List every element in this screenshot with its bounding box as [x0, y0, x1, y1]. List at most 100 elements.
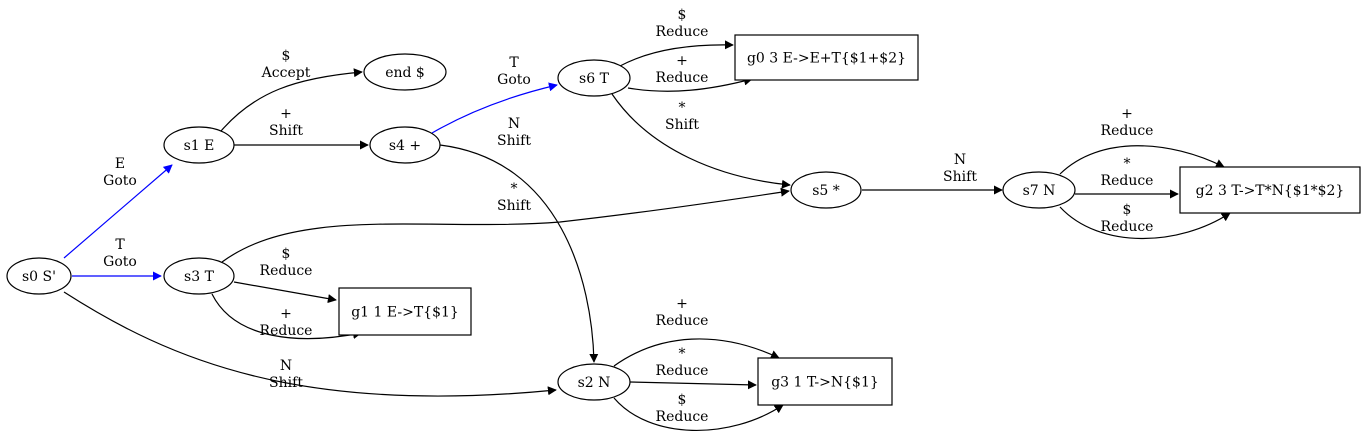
node-label: s2 N [578, 375, 611, 391]
edge-action-label: Reduce [656, 313, 709, 329]
edge-symbol-label: N [508, 116, 520, 132]
edges-layer: EGotoTGotoNShift$Accept+ShiftTGotoNShift… [63, 7, 1231, 432]
edge-action-label: Reduce [1101, 219, 1154, 235]
edge-symbol-label: + [280, 106, 292, 122]
node-s4: s4 + [369, 126, 441, 164]
state-ellipse [163, 257, 235, 295]
node-label: g2 3 T->T*N{$1*$2} [1196, 183, 1345, 199]
edge-action-label: Accept [261, 65, 311, 81]
node-label: end $ [385, 65, 425, 81]
edge-action-label: Reduce [260, 263, 313, 279]
edge-line [627, 76, 753, 92]
node-label: s0 S' [22, 269, 56, 285]
node-g3: g3 1 T->N{$1} [757, 357, 893, 406]
edge-symbol-label: $ [1123, 202, 1132, 218]
edge-symbol-label: N [954, 152, 966, 168]
edge-s6-g0-dollar: $Reduce [619, 7, 734, 67]
node-s7: s7 N [1002, 171, 1076, 209]
edge-action-label: Reduce [656, 363, 709, 379]
node-label: s3 T [184, 269, 215, 285]
state-ellipse [163, 126, 235, 164]
edge-line [629, 380, 757, 390]
edge-symbol-label: * [511, 181, 518, 197]
edge-line [1059, 206, 1231, 240]
edge-action-label: Goto [103, 173, 137, 189]
node-label: s6 T [579, 71, 610, 87]
edge-action-label: Shift [269, 375, 303, 391]
edge-symbol-label: * [1124, 156, 1131, 172]
edge-symbol-label: T [115, 237, 125, 253]
state-ellipse [557, 59, 631, 97]
node-s2: s2 N [557, 363, 631, 401]
state-ellipse [369, 126, 441, 164]
edge-line [613, 397, 784, 432]
edge-symbol-label: + [1121, 106, 1133, 122]
edge-line [233, 281, 337, 304]
node-s5: s5 * [790, 171, 862, 209]
nodes-layer: s0 S' s1 E s2 N s3 T s4 + s5 * s6 T s7 N end $ g0… [6, 34, 1361, 406]
edge-action-label: Reduce [260, 323, 313, 339]
edge-line [1059, 145, 1225, 175]
edge-s2-g3-dollar: $Reduce [613, 392, 784, 432]
edge-line [221, 187, 790, 263]
edge-action-label: Goto [497, 72, 531, 88]
edge-symbol-label: $ [282, 48, 291, 64]
node-s1: s1 E [163, 126, 235, 164]
node-s6: s6 T [557, 59, 631, 97]
edge-line [63, 291, 557, 397]
edge-line [211, 293, 362, 340]
edge-action-label: Shift [269, 123, 303, 139]
node-label: s7 N [1023, 183, 1056, 199]
state-ellipse [363, 53, 447, 91]
edge-symbol-label: * [679, 346, 686, 362]
edge-action-label: Shift [943, 169, 977, 185]
edge-s7-g2-star: *Reduce [1075, 156, 1179, 199]
edge-line [619, 40, 734, 67]
node-g2: g2 3 T->T*N{$1*$2} [1179, 166, 1361, 214]
node-label: g1 1 E->T{$1} [351, 305, 459, 321]
node-label: g3 1 T->N{$1} [771, 375, 879, 391]
edge-line [431, 82, 558, 134]
edge-s7-g2-plus: +Reduce [1059, 106, 1225, 175]
edge-action-label: Reduce [1101, 173, 1154, 189]
edge-action-label: Reduce [656, 24, 709, 40]
edge-s7-g2-dollar: $Reduce [1059, 202, 1231, 240]
edge-action-label: Reduce [1101, 123, 1154, 139]
edge-s6-g0-plus: +Reduce [627, 53, 753, 92]
edge-action-label: Goto [103, 254, 137, 270]
edge-action-label: Shift [497, 133, 531, 149]
production-box [734, 34, 919, 81]
edge-symbol-label: T [509, 55, 519, 71]
production-box [1179, 166, 1361, 214]
edge-symbol-label: * [679, 100, 686, 116]
node-g0: g0 3 E->E+T{$1+$2} [734, 34, 919, 81]
edge-s3-g1-dollar: $Reduce [233, 246, 337, 304]
edge-symbol-label: + [280, 306, 292, 322]
edge-symbol-label: + [676, 53, 688, 69]
state-ellipse [557, 363, 631, 401]
node-label: g0 3 E->E+T{$1+$2} [747, 51, 906, 67]
edge-s3-s5: *Shift [221, 181, 790, 263]
edge-s2-g3-star: *Reduce [629, 346, 757, 390]
edge-s2-g3-plus: +Reduce [613, 296, 780, 367]
edge-s6-s5: *Shift [611, 93, 791, 189]
edge-line [63, 164, 173, 259]
edge-action-label: Reduce [656, 70, 709, 86]
node-g1: g1 1 E->T{$1} [338, 287, 472, 336]
edge-symbol-label: + [676, 296, 688, 312]
edge-line [611, 93, 791, 189]
edge-action-label: Reduce [656, 409, 709, 425]
edge-symbol-label: $ [678, 392, 687, 408]
node-label: s5 * [812, 183, 840, 199]
edge-s1-s4: +Shift [234, 106, 369, 150]
edge-symbol-label: N [280, 358, 292, 374]
edge-s3-g1-plus: +Reduce [211, 293, 362, 340]
node-label: s4 + [389, 138, 421, 154]
